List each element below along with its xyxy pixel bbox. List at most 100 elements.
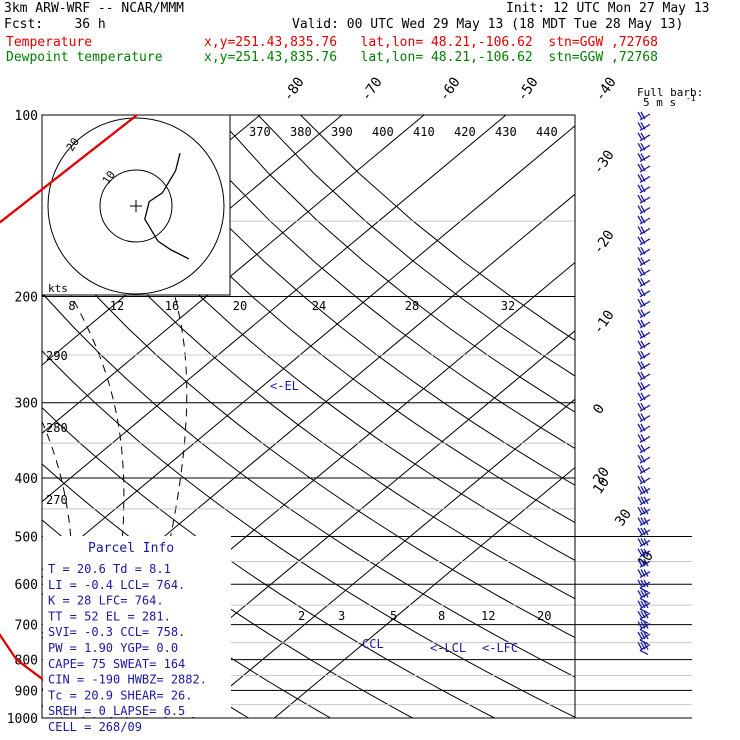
isotherm bbox=[192, 398, 575, 718]
wind-barb bbox=[637, 548, 651, 558]
wind-barb bbox=[637, 423, 651, 433]
theta-label-410: 410 bbox=[413, 125, 435, 139]
isotherm-label--50: -50 bbox=[514, 74, 542, 104]
isotherm bbox=[42, 125, 575, 571]
temperature-point bbox=[0, 220, 3, 222]
pressure-label-300: 300 bbox=[15, 397, 38, 412]
theta-label-290: 290 bbox=[46, 349, 68, 363]
parcel-info-row: CIN = -190 HWBZ= 2882. bbox=[48, 673, 207, 687]
theta-label-270: 270 bbox=[46, 493, 68, 507]
pressure-label-400: 400 bbox=[15, 472, 38, 487]
theta-label-430: 430 bbox=[495, 125, 517, 139]
wind-barb bbox=[637, 350, 651, 360]
barb-legend-exponent: -1 bbox=[686, 94, 696, 103]
wind-barb bbox=[637, 142, 651, 152]
wind-barb bbox=[637, 569, 651, 579]
wind-barb bbox=[637, 111, 651, 121]
dry-adiabat bbox=[45, 115, 575, 561]
wind-barb bbox=[637, 205, 651, 215]
wind-barb bbox=[637, 122, 651, 131]
parcel-info-background bbox=[43, 536, 231, 717]
hodograph-ring-label-20: 20 bbox=[64, 135, 82, 153]
temperature-point bbox=[136, 114, 138, 116]
sounding-header: 3km ARW-WRF -- NCAR/MMM Init: 12 UTC Mon… bbox=[0, 0, 740, 70]
hodograph-speed-24: 24 bbox=[312, 299, 326, 313]
barb-legend-units: 5 m s bbox=[643, 96, 676, 109]
wind-barb bbox=[637, 288, 651, 298]
wind-barb bbox=[637, 361, 651, 371]
parcel-info-row: Tc = 20.9 SHEAR= 26. bbox=[48, 688, 193, 702]
mixing-ratio-label-12: 12 bbox=[481, 609, 495, 623]
hodograph-speed-20: 20 bbox=[233, 299, 247, 313]
parcel-info-title: Parcel Info bbox=[88, 541, 174, 556]
init-time: Init: 12 UTC Mon 27 May 13 bbox=[506, 1, 710, 16]
theta-label-420: 420 bbox=[454, 125, 476, 139]
dewpoint-location: x,y=251.43,835.76 lat,lon= 48.21,-106.62… bbox=[204, 50, 658, 65]
wind-barb bbox=[637, 371, 651, 381]
barb-legend-title: Full barb: bbox=[637, 86, 703, 99]
pressure-label-600: 600 bbox=[15, 578, 38, 593]
hodograph-units: kts bbox=[48, 282, 68, 295]
dry-adiabat bbox=[42, 232, 575, 639]
parcel-info-row: K = 28 LFC= 764. bbox=[48, 594, 164, 608]
wind-barb bbox=[637, 517, 651, 527]
dry-adiabat bbox=[42, 350, 575, 718]
isotherm-label-40: 40 bbox=[634, 548, 657, 571]
wind-barb bbox=[637, 558, 651, 568]
pressure-label-700: 700 bbox=[15, 619, 38, 634]
mixing-ratio-label-8: 8 bbox=[438, 609, 445, 623]
dry-adiabat bbox=[42, 406, 496, 718]
hodograph-speed-8: 8 bbox=[68, 299, 75, 313]
isotherm-label--60: -60 bbox=[436, 74, 464, 104]
hodograph-speed-16: 16 bbox=[165, 299, 179, 313]
hodograph-speed-28: 28 bbox=[405, 299, 419, 313]
parcel-info-row: PW = 1.90 YGP= 0.0 bbox=[48, 641, 178, 655]
pressure-label-100: 100 bbox=[15, 109, 38, 124]
hodograph bbox=[41, 114, 231, 296]
isotherm-label--30: -30 bbox=[590, 147, 618, 177]
parcel-info-row: SREH = 0 LAPSE= 6.5 bbox=[48, 704, 185, 718]
wind-barb bbox=[637, 236, 651, 246]
hodograph-ring-label-10: 10 bbox=[100, 168, 118, 186]
parcel-info-row: LI = -0.4 LCL= 764. bbox=[48, 578, 185, 592]
mixing-ratio-label-3: 3 bbox=[338, 609, 345, 623]
wind-barb bbox=[637, 278, 651, 287]
hodograph-ring bbox=[99, 169, 173, 243]
wind-barb bbox=[637, 506, 651, 516]
wind-barb bbox=[637, 642, 651, 655]
wind-barb bbox=[637, 226, 651, 235]
mixing-ratio-label-5: 5 bbox=[390, 609, 397, 623]
lfc-annotation: <-LFC bbox=[482, 641, 518, 655]
ccl-annotation: CCL bbox=[362, 637, 384, 651]
wind-barb bbox=[637, 621, 651, 635]
isotherm-label--10: -10 bbox=[590, 307, 618, 337]
wind-barb bbox=[637, 215, 651, 225]
parcel-info-row: SVI= -0.3 CCL= 758. bbox=[48, 625, 185, 639]
isotherm-label--40: -40 bbox=[592, 74, 620, 104]
wind-barb bbox=[637, 382, 651, 391]
temperature-legend: Temperature bbox=[6, 35, 93, 50]
isotherm bbox=[274, 466, 575, 718]
wind-barb bbox=[637, 309, 651, 319]
theta-label-370: 370 bbox=[249, 125, 271, 139]
wind-barb bbox=[637, 330, 651, 339]
pressure-label-800: 800 bbox=[15, 654, 38, 669]
temperature-location: x,y=251.43,835.76 lat,lon= 48.21,-106.62… bbox=[204, 35, 658, 50]
hodograph-speed-32: 32 bbox=[501, 299, 515, 313]
theta-label-390: 390 bbox=[331, 125, 353, 139]
wind-barb bbox=[637, 413, 651, 423]
pressure-label-200: 200 bbox=[15, 291, 38, 306]
theta-label-380: 380 bbox=[290, 125, 312, 139]
theta-label-280: 280 bbox=[46, 421, 68, 435]
wind-barb bbox=[637, 402, 651, 412]
isotherm bbox=[42, 115, 507, 503]
dry-adiabat bbox=[42, 171, 575, 600]
wind-barb bbox=[637, 465, 651, 475]
lcl-annotation: <-LCL bbox=[430, 641, 466, 655]
dry-adiabat bbox=[215, 115, 575, 413]
parcel-info-panel: Parcel Info T = 20.6 Td = 8.1 LI = -0.4 LC… bbox=[43, 536, 231, 734]
temperature-point bbox=[15, 658, 18, 661]
isotherm-label--70: -70 bbox=[358, 74, 386, 104]
pressure-label-900: 900 bbox=[15, 684, 38, 699]
